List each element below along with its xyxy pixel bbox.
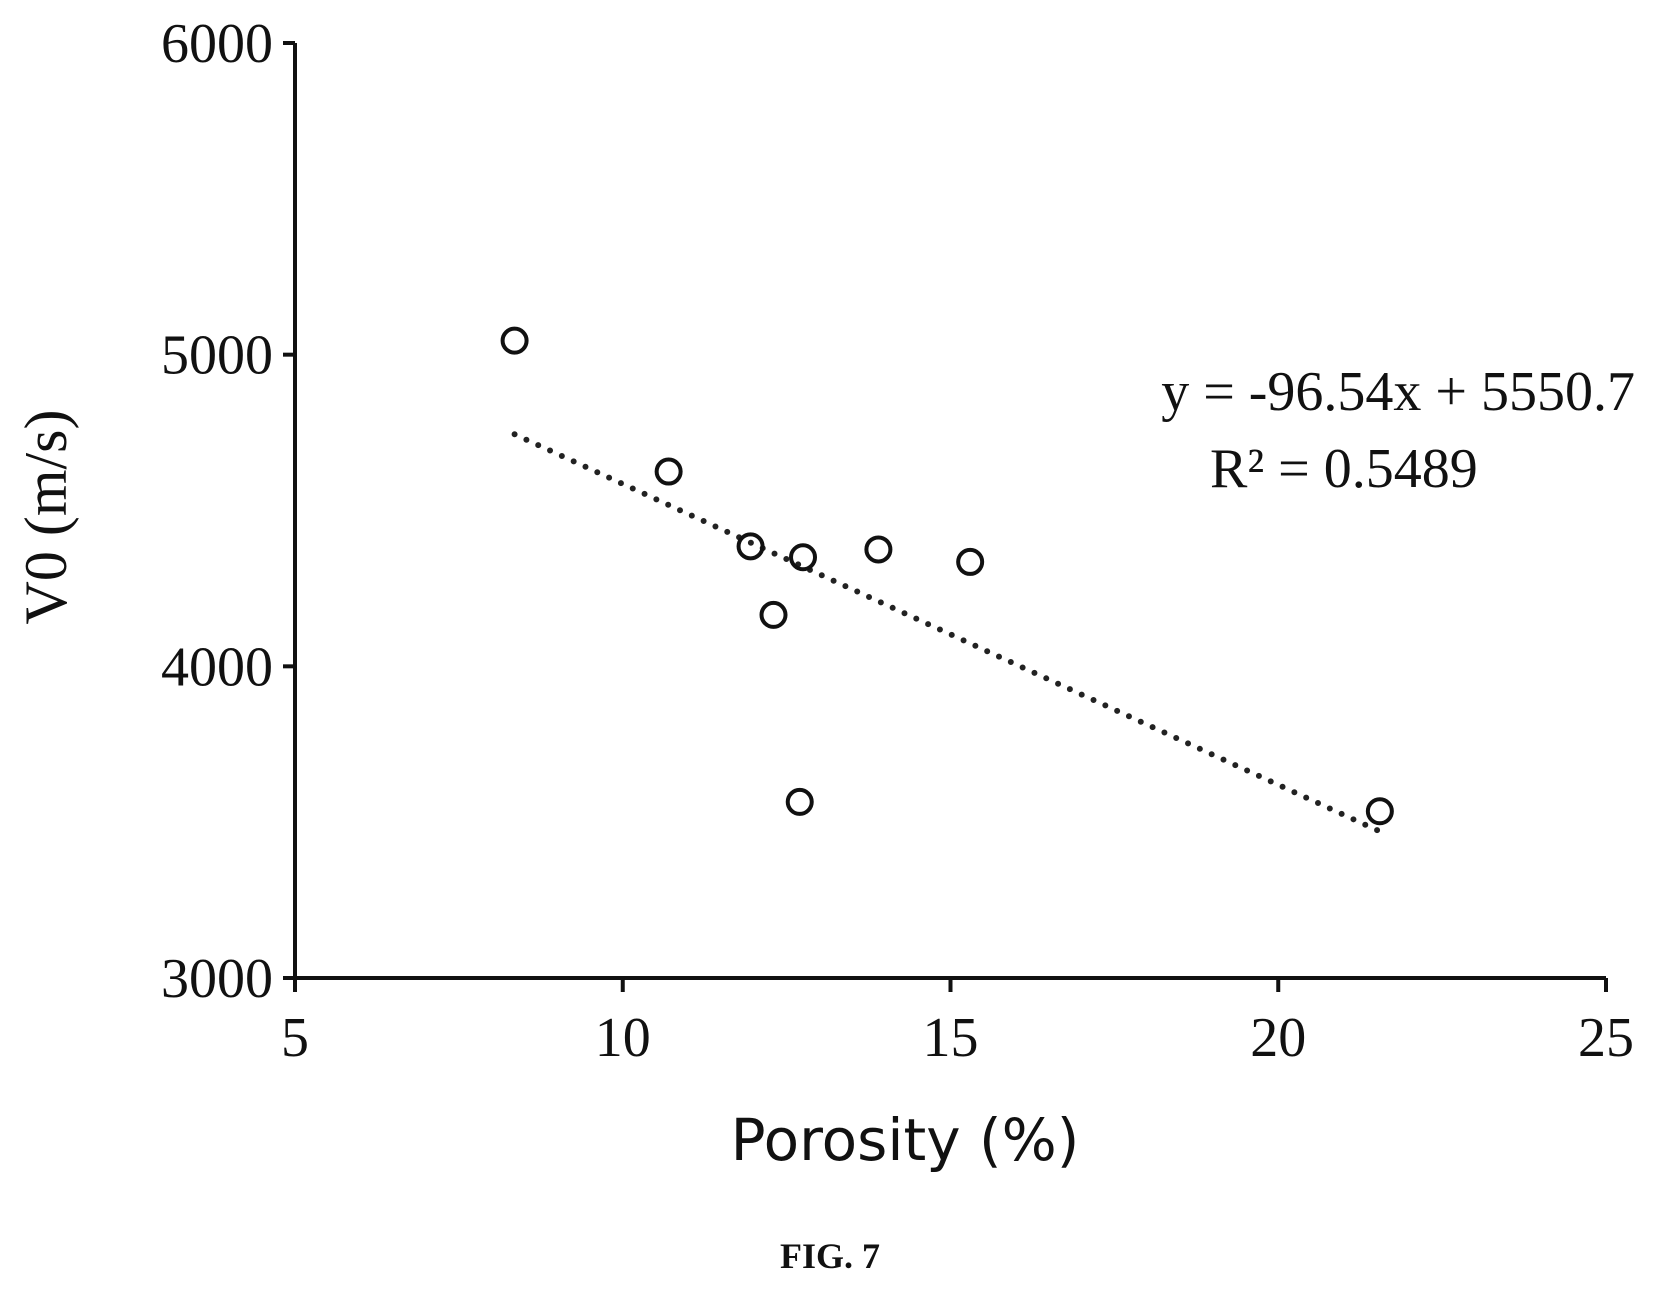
data-point [1365, 797, 1394, 826]
data-point [956, 547, 985, 576]
y-tick-label: 4000 [161, 636, 273, 698]
data-point [500, 326, 529, 355]
data-point [736, 532, 765, 561]
x-axis-title: Porosity (%) [731, 1106, 1080, 1174]
y-tick-label: 3000 [161, 948, 273, 1010]
plot-area: 3000 4000 5000 6000 5 10 15 20 25 [161, 13, 1634, 1069]
x-tick-label: 25 [1578, 1007, 1634, 1069]
data-point [654, 457, 683, 486]
data-point [864, 535, 893, 564]
r-squared-label: R² = 0.5489 [1210, 438, 1478, 500]
x-tick-label: 15 [923, 1007, 979, 1069]
x-tick-label: 10 [595, 1007, 651, 1069]
figure-caption: FIG. 7 [780, 1236, 880, 1276]
trendline [511, 431, 1383, 835]
y-tick-label: 5000 [161, 325, 273, 387]
trendline-equation: y = -96.54x + 5550.7 [1161, 361, 1635, 423]
y-tick-label: 6000 [161, 13, 273, 75]
data-point [759, 600, 788, 629]
x-tick-label: 20 [1250, 1007, 1306, 1069]
data-point [785, 787, 814, 816]
data-point [789, 543, 818, 572]
x-tick-label: 5 [281, 1007, 309, 1069]
y-axis-title: V0 (m/s) [13, 410, 79, 625]
